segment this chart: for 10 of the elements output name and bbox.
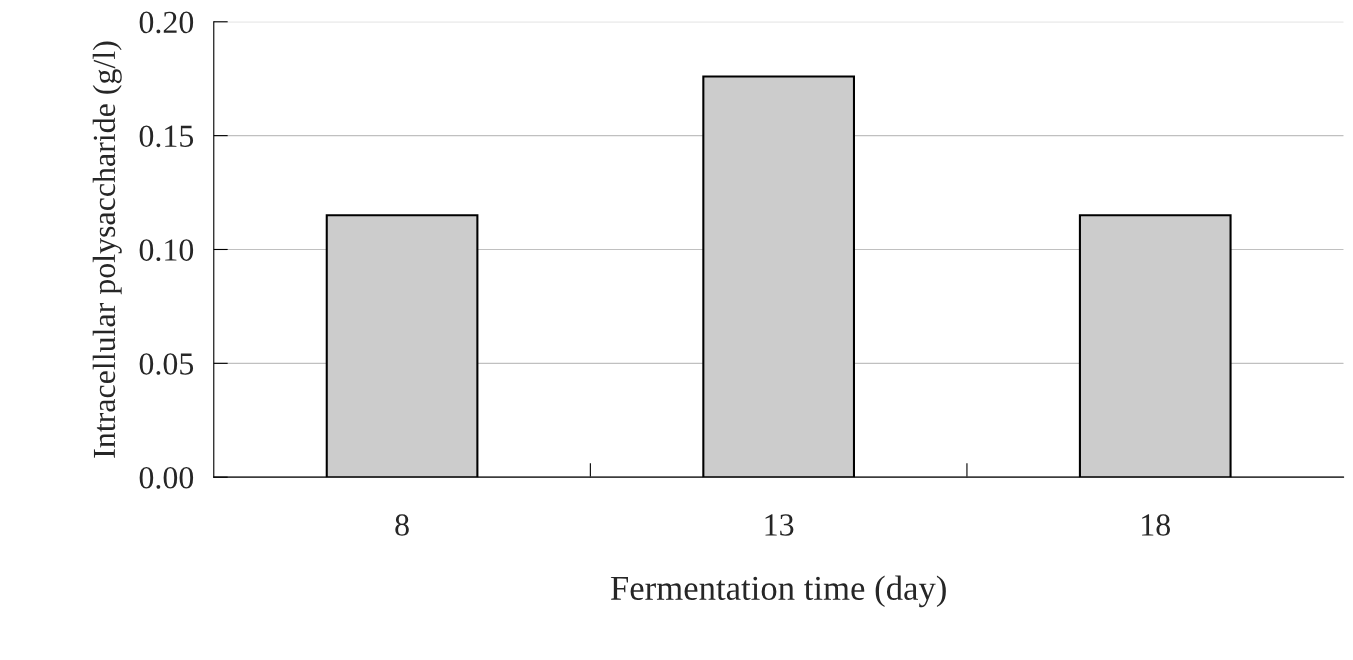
x-axis-title: Fermentation time (day)	[610, 575, 946, 608]
x-tick-label: 18	[1142, 514, 1170, 536]
x-tick-label: 13	[765, 514, 794, 536]
y-tick-label: 0.00	[139, 467, 194, 489]
y-tick-label: 0.20	[139, 11, 194, 34]
x-tick-label: 8	[395, 514, 409, 536]
y-axis-title: Intracellular polysaccharide (g/l)	[92, 41, 122, 458]
y-tick-label: 0.10	[139, 239, 194, 262]
y-tick-label: 0.15	[139, 125, 194, 148]
y-tick-label: 0.05	[139, 353, 194, 375]
